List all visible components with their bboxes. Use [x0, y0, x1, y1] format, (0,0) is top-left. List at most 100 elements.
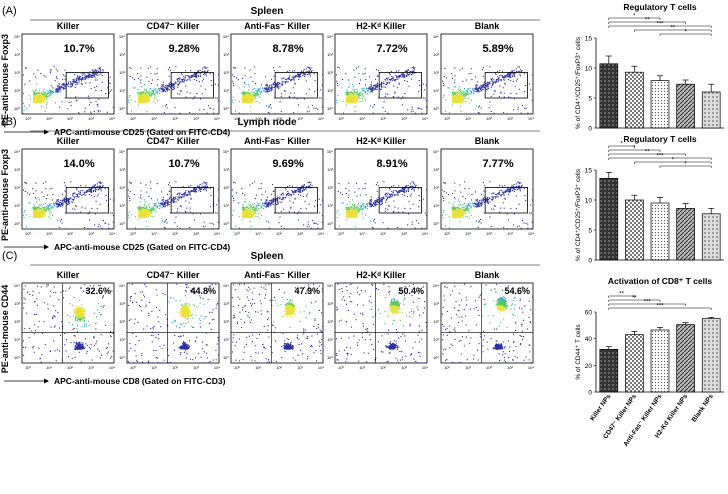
flow-event: [404, 75, 406, 77]
flow-event: [510, 72, 512, 74]
flow-event: [150, 88, 152, 90]
flow-event: [348, 83, 350, 85]
flow-event: [501, 79, 503, 81]
flow-event: [507, 72, 509, 74]
flow-event: [51, 91, 53, 93]
flow-event: [36, 96, 38, 98]
flow-event: [335, 74, 337, 76]
flow-event: [203, 70, 205, 72]
flow-event: [406, 70, 408, 72]
flow-event: [276, 86, 278, 88]
flow-event: [181, 80, 183, 82]
flow-event: [462, 101, 464, 103]
flow-event: [263, 90, 265, 92]
flow-event: [265, 76, 267, 78]
flow-event: [149, 94, 151, 96]
flow-event: [349, 86, 351, 88]
flow-event: [156, 90, 158, 92]
flow-event: [57, 89, 59, 91]
flow-event: [493, 93, 495, 95]
flow-event: [78, 112, 80, 114]
flow-event: [42, 98, 44, 100]
flow-event: [190, 70, 192, 72]
flow-event: [243, 93, 245, 95]
flow-event: [157, 88, 159, 90]
flow-event: [304, 75, 306, 77]
flow-event: [177, 83, 179, 85]
flow-event: [356, 97, 358, 99]
flow-event: [192, 113, 194, 115]
flow-event: [95, 70, 97, 72]
flow-event: [273, 75, 275, 77]
flow-event: [341, 79, 343, 81]
flow-event: [42, 100, 44, 102]
flow-event: [85, 78, 87, 80]
flow-event: [265, 91, 267, 93]
flow-event: [161, 84, 163, 86]
flow-event: [44, 91, 46, 93]
flow-event: [43, 97, 45, 99]
flow-event: [352, 102, 354, 104]
flow-event: [256, 92, 258, 94]
flow-event: [177, 77, 179, 79]
flow-event: [36, 97, 38, 99]
flow-event: [498, 79, 500, 81]
flow-event: [94, 79, 96, 81]
flow-event: [62, 78, 64, 80]
flow-event: [504, 76, 506, 78]
flow-event: [184, 79, 186, 81]
flow-event: [353, 95, 355, 97]
flow-event: [77, 77, 79, 79]
flow-event: [309, 73, 311, 75]
flow-event: [277, 86, 279, 88]
flow-event: [111, 89, 113, 91]
flow-event: [25, 183, 27, 185]
flow-event: [92, 185, 94, 187]
flow-event: [95, 89, 97, 91]
flow-event: [377, 86, 379, 88]
flow-event: [401, 75, 403, 77]
flow-event: [148, 101, 150, 103]
flow-event: [148, 100, 150, 102]
flow-event: [73, 192, 75, 194]
flow-event: [515, 93, 517, 95]
flow-event: [405, 71, 407, 73]
flow-event: [100, 187, 102, 189]
flow-event: [98, 181, 100, 183]
flow-event: [494, 90, 496, 92]
flow-event: [76, 100, 78, 102]
flow-event: [41, 99, 43, 101]
flow-event: [86, 190, 88, 192]
flow-event: [192, 74, 194, 76]
flow-event: [516, 70, 518, 72]
flow-event: [269, 85, 271, 87]
flow-event: [63, 88, 65, 90]
flow-event: [456, 91, 458, 93]
flow-event: [309, 75, 311, 77]
flow-event: [131, 99, 133, 101]
flow-event: [473, 93, 475, 95]
flow-event: [75, 81, 77, 83]
flow-event: [45, 96, 47, 98]
flow-plot: [21, 148, 115, 230]
flow-event: [286, 81, 288, 83]
flow-event: [210, 107, 212, 109]
flow-event: [479, 88, 481, 90]
flow-event: [82, 193, 84, 195]
flow-event: [165, 86, 167, 88]
flow-event: [94, 73, 96, 75]
flow-plot: [21, 33, 115, 115]
flow-event: [281, 80, 283, 82]
flow-event: [268, 86, 270, 88]
flow-event: [374, 88, 376, 90]
flow-event: [232, 102, 234, 104]
flow-event: [156, 84, 158, 86]
flow-event: [353, 91, 355, 93]
flow-event: [183, 75, 185, 77]
flow-event: [461, 96, 463, 98]
flow-event: [196, 72, 198, 74]
flow-event: [459, 98, 461, 100]
flow-event: [43, 203, 45, 205]
flow-event: [351, 96, 353, 98]
flow-event: [198, 70, 200, 72]
